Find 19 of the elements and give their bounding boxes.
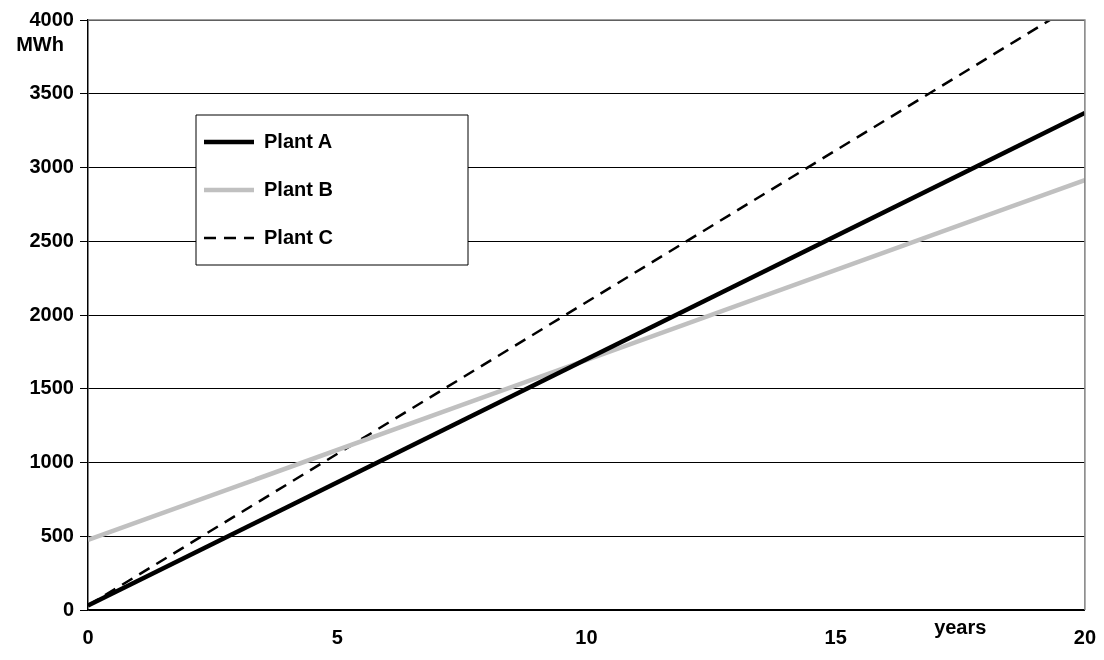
legend-label: Plant B bbox=[264, 177, 333, 200]
y-tick-label: 2000 bbox=[29, 302, 74, 325]
x-tick-label: 15 bbox=[824, 625, 847, 648]
legend-label: Plant A bbox=[264, 129, 333, 152]
y-tick-label: 0 bbox=[62, 597, 74, 620]
y-tick-label: 500 bbox=[40, 523, 74, 546]
y-tick-label: 2500 bbox=[29, 228, 74, 251]
y-tick-label: 3000 bbox=[29, 155, 74, 178]
y-axis-title: MWh bbox=[16, 32, 64, 55]
y-tick-label: 3500 bbox=[29, 81, 74, 104]
x-tick-label: 20 bbox=[1073, 625, 1096, 648]
y-tick-label: 4000 bbox=[29, 7, 74, 30]
legend-label: Plant C bbox=[264, 225, 333, 248]
y-tick-label: 1500 bbox=[29, 376, 74, 399]
y-tick-label: 1000 bbox=[29, 450, 74, 473]
x-tick-label: 10 bbox=[575, 625, 598, 648]
x-axis-title: years bbox=[934, 615, 987, 638]
x-tick-label: 0 bbox=[82, 625, 94, 648]
x-tick-label: 5 bbox=[331, 625, 343, 648]
